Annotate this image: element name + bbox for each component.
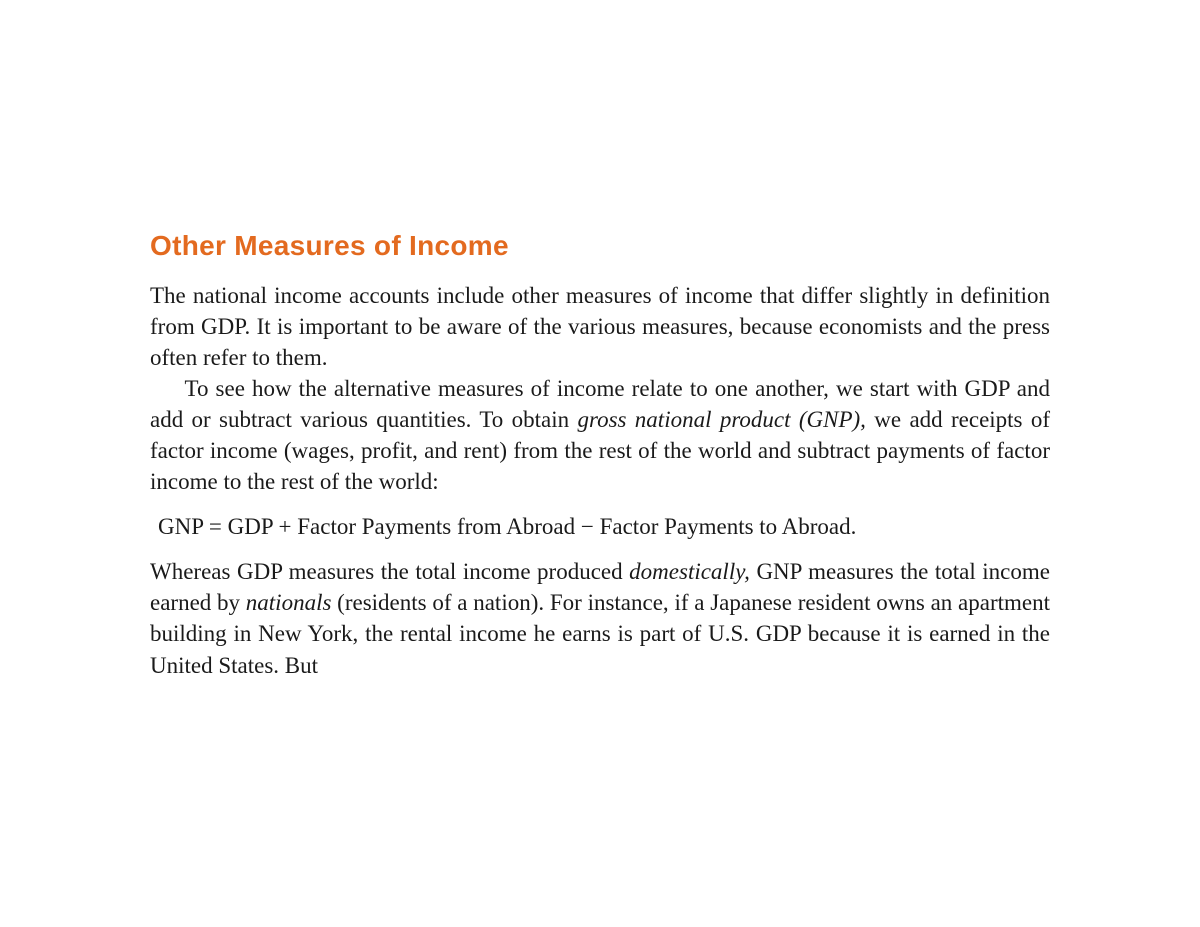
section-heading: Other Measures of Income [150,230,1050,262]
paragraph-3: Whereas GDP measures the total income pr… [150,556,1050,680]
paragraph-2: To see how the alternative measures of i… [150,373,1050,497]
gnp-equation: GNP = GDP + Factor Payments from Abroad … [158,511,1050,542]
paragraph-3-part-a: Whereas GDP measures the total income pr… [150,559,629,584]
paragraph-2-italic-gnp: gross national product (GNP), [577,407,865,432]
paragraph-3-italic-domestically: domestically, [629,559,750,584]
page: Other Measures of Income The national in… [0,0,1200,681]
paragraph-1: The national income accounts include oth… [150,280,1050,373]
paragraph-3-italic-nationals: nationals [246,590,332,615]
